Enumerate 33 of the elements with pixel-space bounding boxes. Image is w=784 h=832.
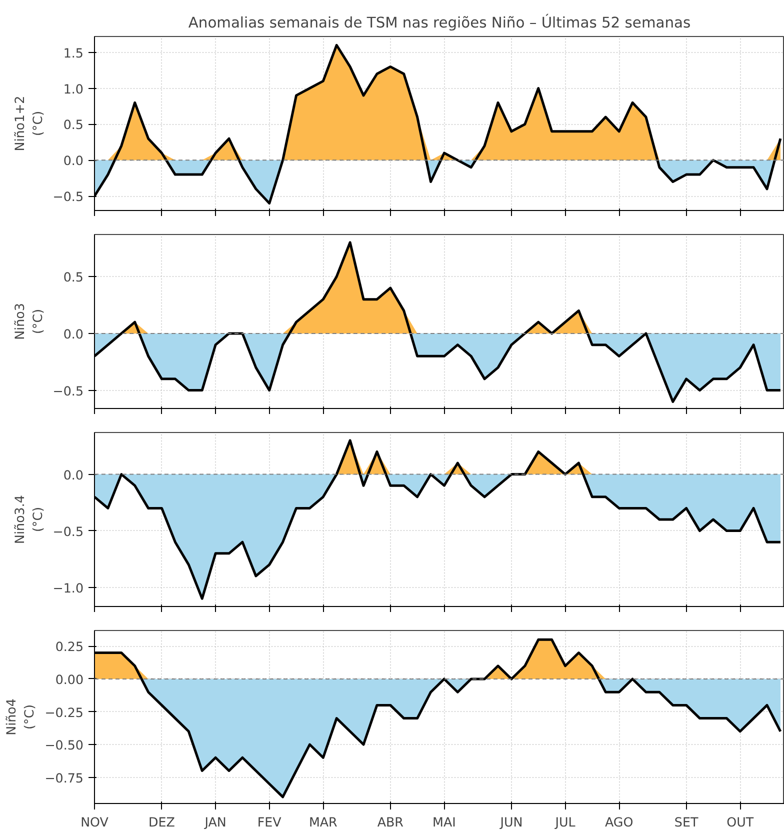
x-tick-label: JUN (499, 814, 523, 830)
y-axis-title: Niño3.4 (°C) (12, 495, 45, 544)
x-tick-label: OUT (726, 814, 754, 830)
y-tick-label: 0.5 (63, 117, 84, 132)
x-tick-label: FEV (257, 814, 282, 830)
x-tick-label: DEZ (148, 814, 176, 830)
y-tick-label: 0.0 (63, 153, 84, 168)
y-tick-label: −0.5 (52, 383, 84, 398)
y-tick-label: 0.5 (63, 270, 84, 285)
x-tick-label: SET (674, 814, 698, 830)
y-tick-label: −0.5 (52, 524, 84, 539)
y-tick-label: −0.25 (44, 704, 84, 720)
y-tick-label: 0.0 (63, 326, 84, 342)
x-tick-label: MAI (432, 814, 456, 830)
y-tick-label: 0.0 (63, 467, 84, 482)
chart-title: Anomalias semanais de TSM nas regiões Niño – Últimas 52 semanas (188, 14, 691, 32)
y-tick-label: −0.50 (44, 738, 84, 753)
y-tick-label: −0.5 (52, 189, 84, 204)
y-axis-title: Niño4 (°C) (4, 698, 37, 736)
x-tick-label: AGO (604, 814, 634, 830)
x-tick-label: JAN (204, 814, 226, 830)
x-tick-label: MAR (308, 814, 338, 830)
y-tick-label: −1.0 (52, 580, 84, 596)
x-tick-label: ABR (377, 814, 404, 830)
y-tick-label: 1.5 (63, 45, 84, 60)
y-tick-label: 0.00 (55, 672, 84, 687)
y-axis-title: Niño3 (°C) (12, 303, 45, 340)
y-tick-label: 0.25 (55, 639, 84, 654)
x-tick-label: NOV (80, 814, 109, 830)
y-tick-label: −0.75 (44, 770, 84, 786)
y-axis-title: Niño1+2 (°C) (12, 96, 45, 152)
y-tick-label: 1.0 (63, 81, 84, 96)
x-tick-label: JUL (554, 814, 576, 830)
